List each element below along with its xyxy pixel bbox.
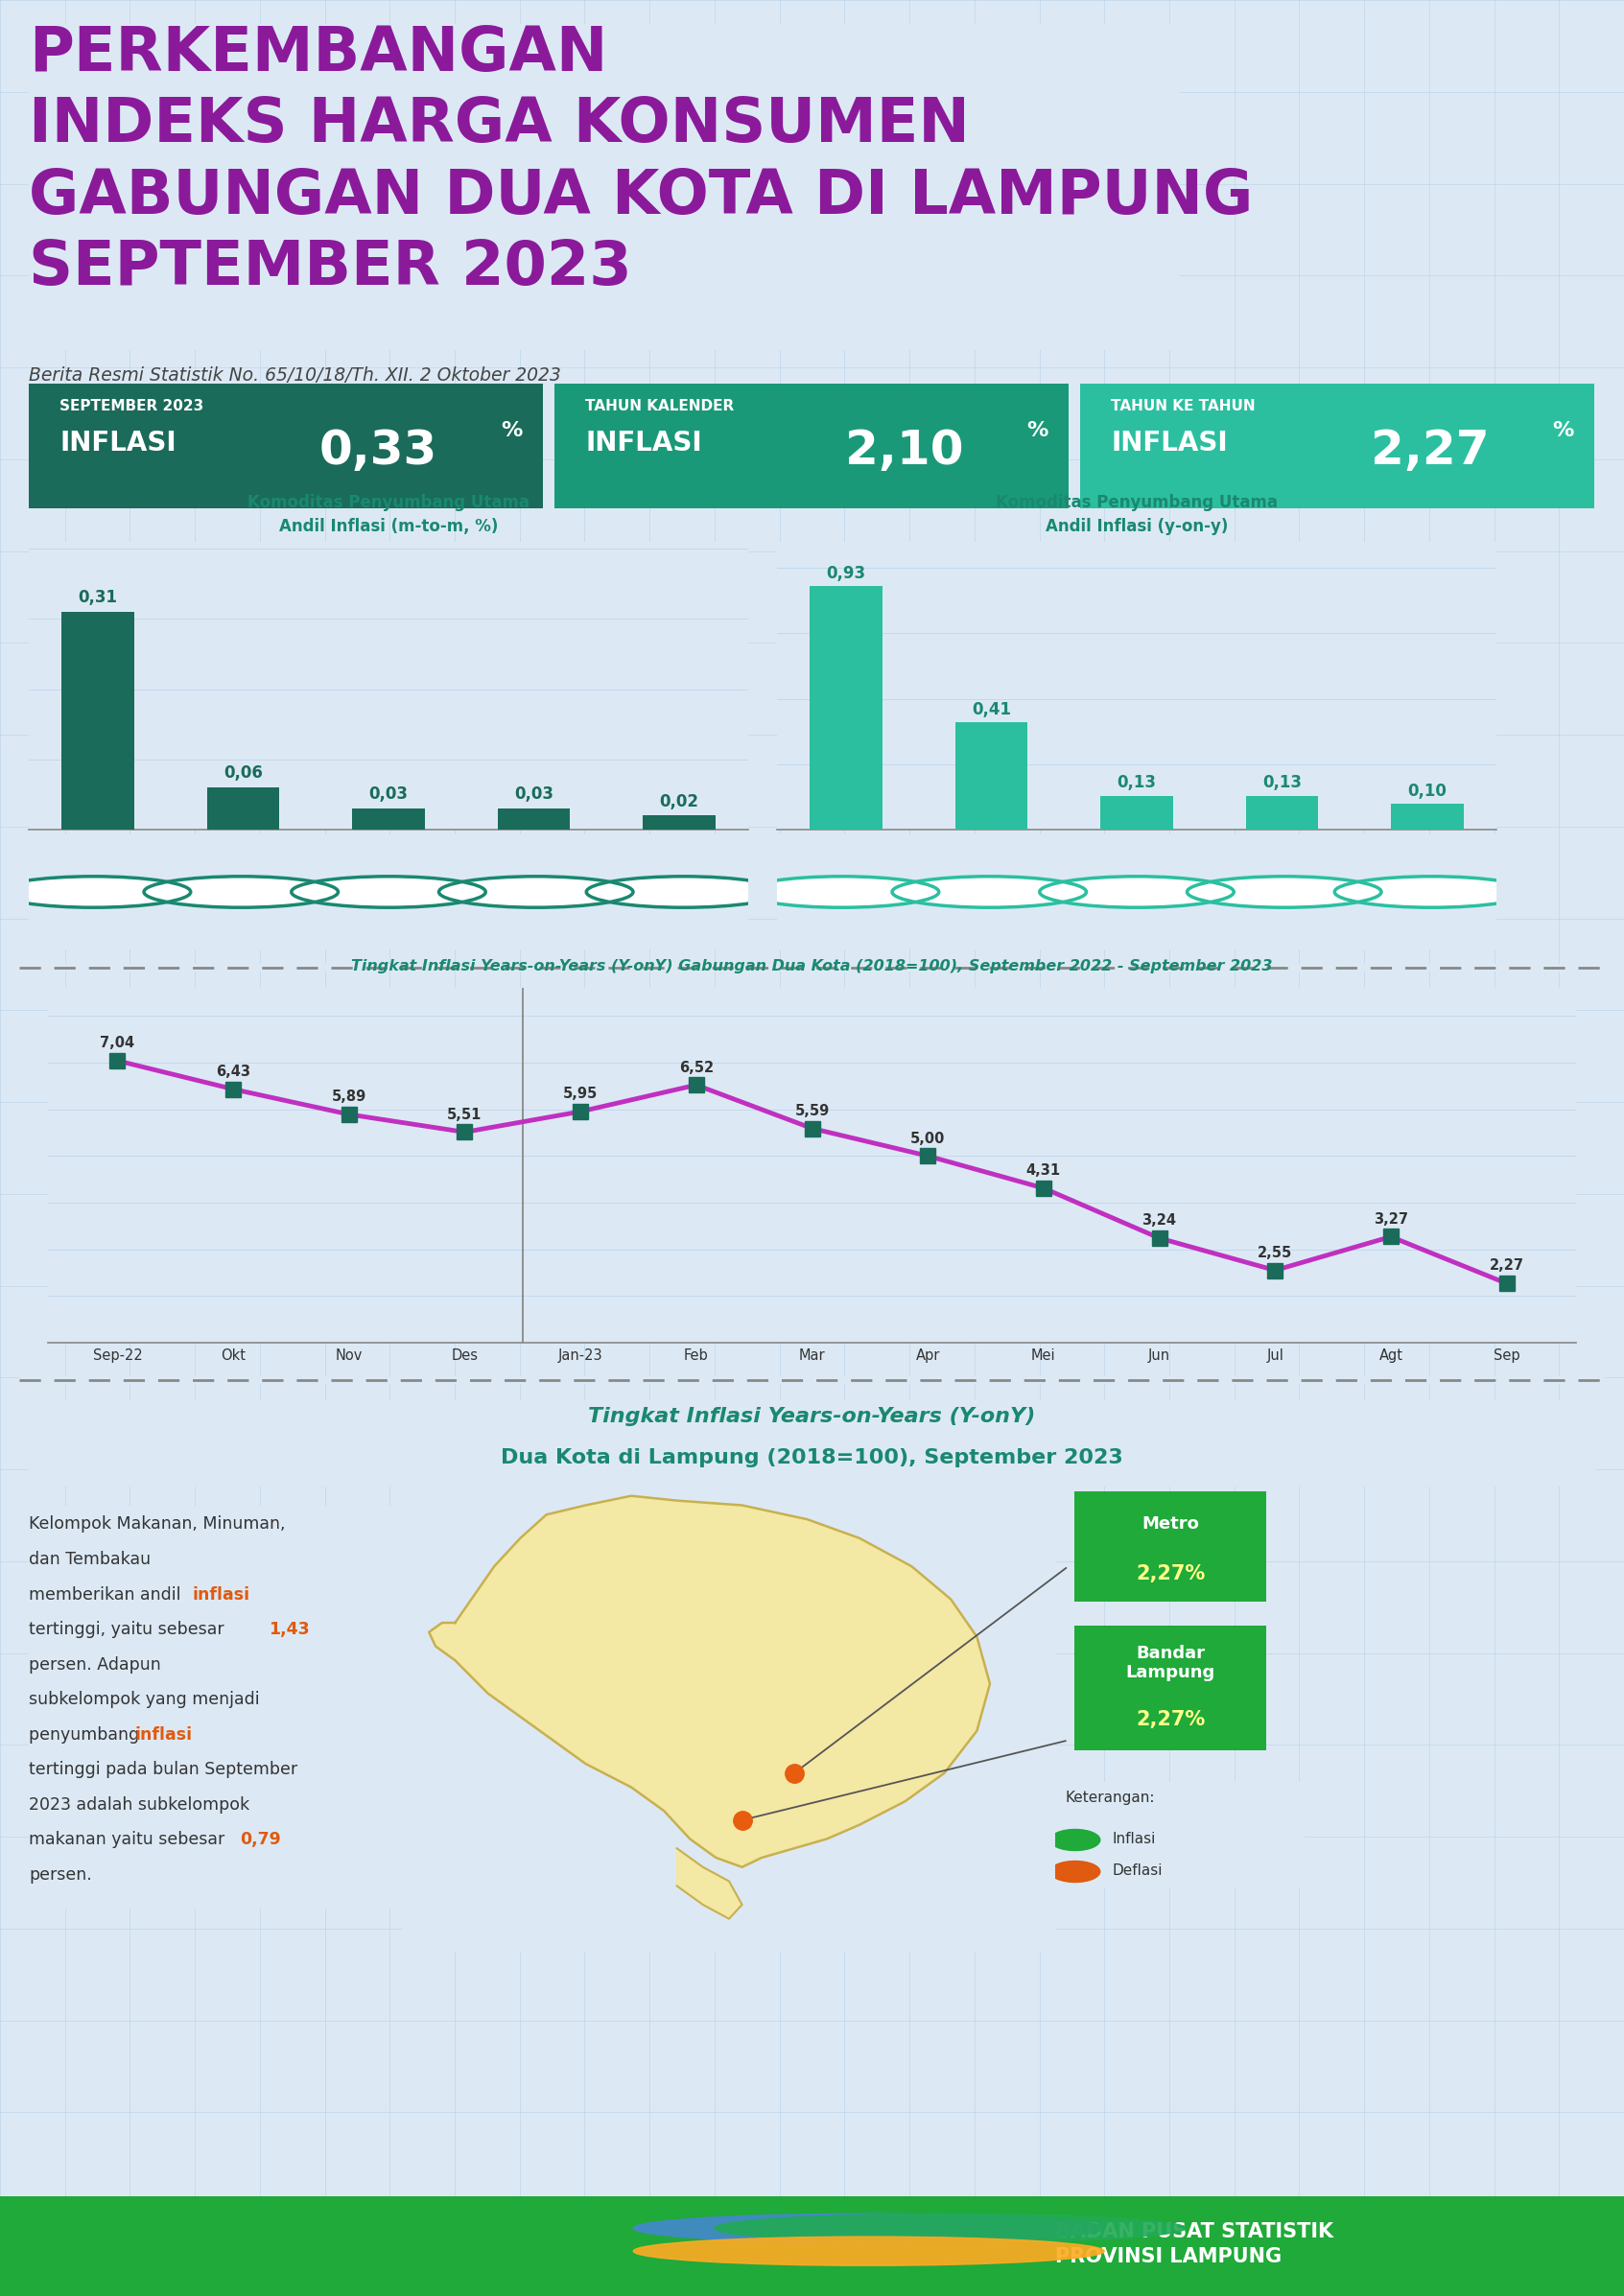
Circle shape <box>1039 877 1234 907</box>
Text: tertinggi pada bulan September: tertinggi pada bulan September <box>29 1761 297 1779</box>
Circle shape <box>715 2213 1186 2243</box>
Text: 0,13: 0,13 <box>1262 774 1302 792</box>
Text: makanan yaitu sebesar: makanan yaitu sebesar <box>29 1832 231 1848</box>
Text: INFLASI: INFLASI <box>1111 429 1228 457</box>
Text: 2,55: 2,55 <box>1257 1247 1293 1261</box>
Title: Komoditas Penyumbang Utama
Andil Inflasi (m-to-m, %): Komoditas Penyumbang Utama Andil Inflasi… <box>247 494 529 535</box>
Text: 0,02: 0,02 <box>659 792 698 810</box>
Text: 6,52: 6,52 <box>679 1061 713 1075</box>
Circle shape <box>1051 1862 1099 1883</box>
Text: 3,27: 3,27 <box>1374 1212 1408 1226</box>
Text: 2,27: 2,27 <box>1371 427 1489 473</box>
Circle shape <box>1187 877 1382 907</box>
Text: PERKEMBANGAN
INDEKS HARGA KONSUMEN
GABUNGAN DUA KOTA DI LAMPUNG
SEPTEMBER 2023: PERKEMBANGAN INDEKS HARGA KONSUMEN GABUN… <box>29 23 1254 296</box>
Text: 2,27%: 2,27% <box>1135 1711 1205 1729</box>
Text: subkelompok yang menjadi: subkelompok yang menjadi <box>29 1692 260 1708</box>
Text: 0,79: 0,79 <box>240 1832 281 1848</box>
Text: inflasi: inflasi <box>192 1587 250 1603</box>
Text: Deflasi: Deflasi <box>1112 1864 1163 1878</box>
Bar <box>352 808 425 829</box>
Text: persen. Adapun: persen. Adapun <box>29 1655 161 1674</box>
Bar <box>62 613 135 829</box>
Text: SEPTEMBER 2023: SEPTEMBER 2023 <box>60 400 203 413</box>
Bar <box>643 815 716 829</box>
Text: dan Tembakau: dan Tembakau <box>29 1550 151 1568</box>
Text: BADAN PUSAT STATISTIK
PROVINSI LAMPUNG: BADAN PUSAT STATISTIK PROVINSI LAMPUNG <box>1056 2223 1333 2266</box>
Circle shape <box>1335 877 1528 907</box>
Circle shape <box>745 877 939 907</box>
Circle shape <box>1051 1830 1099 1851</box>
Text: persen.: persen. <box>29 1867 93 1883</box>
Text: Keterangan:: Keterangan: <box>1065 1791 1155 1805</box>
Circle shape <box>438 877 633 907</box>
Text: Tingkat Inflasi Years-on-Years (Y-onY) Gabungan Dua Kota (2018=100), September 2: Tingkat Inflasi Years-on-Years (Y-onY) G… <box>351 960 1273 974</box>
Circle shape <box>892 877 1086 907</box>
Text: %: % <box>1026 422 1047 441</box>
Polygon shape <box>429 1497 991 1867</box>
Text: 2023 adalah subkelompok: 2023 adalah subkelompok <box>29 1795 250 1814</box>
Text: 0,31: 0,31 <box>78 590 117 606</box>
FancyBboxPatch shape <box>8 379 564 512</box>
Bar <box>1392 804 1463 829</box>
Text: 0,41: 0,41 <box>971 700 1012 719</box>
Text: TAHUN KALENDER: TAHUN KALENDER <box>585 400 734 413</box>
Text: INFLASI: INFLASI <box>60 429 177 457</box>
Text: Metro: Metro <box>1142 1515 1199 1534</box>
Text: 0,10: 0,10 <box>1408 783 1447 799</box>
Circle shape <box>291 877 486 907</box>
Text: memberikan andil: memberikan andil <box>29 1587 187 1603</box>
Text: TAHUN KE TAHUN: TAHUN KE TAHUN <box>1111 400 1255 413</box>
FancyBboxPatch shape <box>1059 379 1614 512</box>
Text: Inflasi: Inflasi <box>1112 1832 1156 1846</box>
Text: 6,43: 6,43 <box>216 1065 250 1079</box>
Text: Tingkat Inflasi Years-on-Years (Y-onY): Tingkat Inflasi Years-on-Years (Y-onY) <box>588 1407 1036 1426</box>
Title: Komoditas Penyumbang Utama
Andil Inflasi (y-on-y): Komoditas Penyumbang Utama Andil Inflasi… <box>996 494 1278 535</box>
Text: %: % <box>500 422 523 441</box>
Text: inflasi: inflasi <box>135 1727 192 1743</box>
Polygon shape <box>677 1848 742 1919</box>
Text: 3,24: 3,24 <box>1142 1215 1176 1228</box>
Text: Dua Kota di Lampung (2018=100), September 2023: Dua Kota di Lampung (2018=100), Septembe… <box>500 1449 1124 1467</box>
FancyBboxPatch shape <box>1062 1486 1278 1607</box>
Bar <box>206 788 279 829</box>
Bar <box>497 808 570 829</box>
Text: 2,27%: 2,27% <box>1135 1564 1205 1584</box>
Text: %: % <box>1553 422 1574 441</box>
Text: 5,95: 5,95 <box>564 1086 598 1102</box>
Text: 5,51: 5,51 <box>447 1107 482 1123</box>
Text: 2,10: 2,10 <box>844 427 963 473</box>
Text: 5,59: 5,59 <box>794 1104 830 1118</box>
Circle shape <box>0 877 190 907</box>
Text: tertinggi, yaitu sebesar: tertinggi, yaitu sebesar <box>29 1621 229 1639</box>
Text: 0,06: 0,06 <box>224 765 263 783</box>
Bar <box>1246 797 1319 829</box>
Text: 2,27: 2,27 <box>1489 1258 1523 1272</box>
Text: 5,89: 5,89 <box>331 1091 367 1104</box>
Text: 0,03: 0,03 <box>515 785 554 804</box>
Text: 4,31: 4,31 <box>1026 1164 1060 1178</box>
Text: 0,33: 0,33 <box>320 427 437 473</box>
FancyBboxPatch shape <box>534 379 1090 512</box>
Text: penyumbang: penyumbang <box>29 1727 145 1743</box>
Text: Kelompok Makanan, Minuman,: Kelompok Makanan, Minuman, <box>29 1515 286 1534</box>
Text: INFLASI: INFLASI <box>585 429 702 457</box>
Text: Berita Resmi Statistik No. 65/10/18/Th. XII. 2 Oktober 2023: Berita Resmi Statistik No. 65/10/18/Th. … <box>29 367 560 386</box>
Text: 0,13: 0,13 <box>1117 774 1156 792</box>
Text: 1,43: 1,43 <box>268 1621 310 1639</box>
FancyBboxPatch shape <box>1062 1619 1278 1756</box>
Bar <box>810 585 882 829</box>
Text: 0,93: 0,93 <box>827 565 866 583</box>
Text: 7,04: 7,04 <box>101 1035 135 1049</box>
Circle shape <box>145 877 338 907</box>
Circle shape <box>633 2213 1104 2243</box>
Circle shape <box>633 2236 1104 2266</box>
Circle shape <box>586 877 781 907</box>
Text: 5,00: 5,00 <box>911 1132 945 1146</box>
Bar <box>1101 797 1173 829</box>
Bar <box>955 723 1028 829</box>
Text: Bandar
Lampung: Bandar Lampung <box>1125 1644 1215 1681</box>
Text: 0,03: 0,03 <box>369 785 408 804</box>
